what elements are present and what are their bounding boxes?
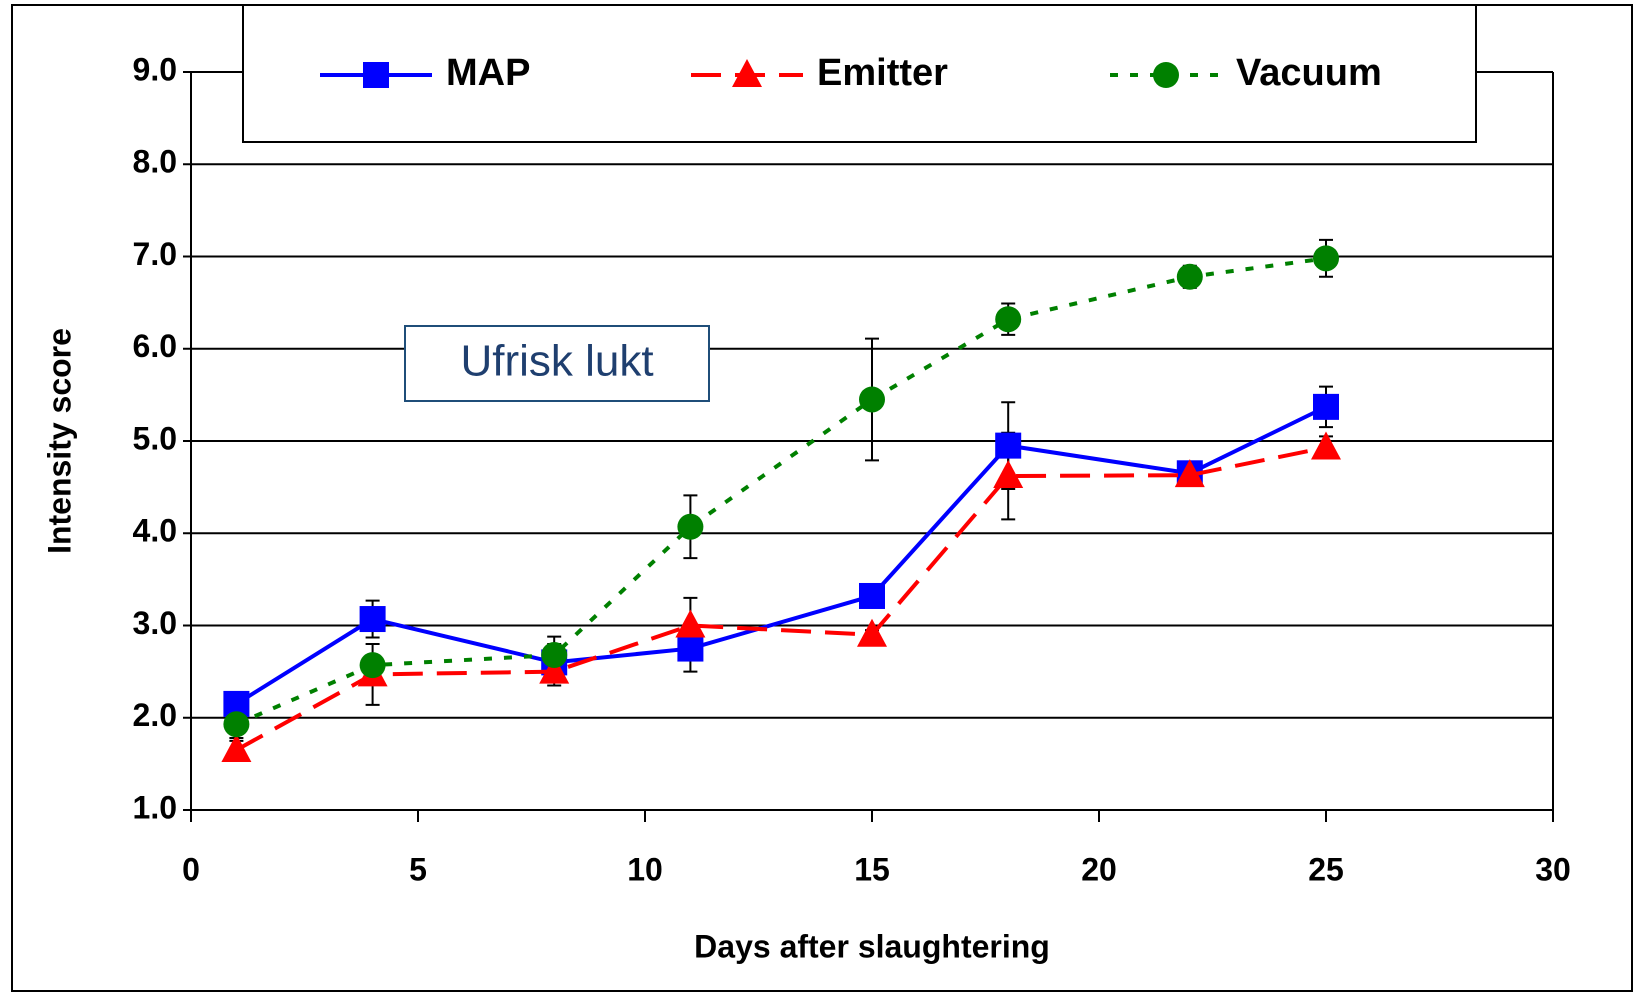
x-axis-label: Days after slaughtering (694, 928, 1050, 964)
legend-item: MAP (320, 52, 530, 94)
data-point (859, 582, 885, 609)
data-point (677, 635, 704, 662)
data-point (1311, 431, 1341, 460)
y-tick-label: 6.0 (133, 328, 177, 364)
data-point (1313, 245, 1339, 272)
y-tick-label: 1.0 (133, 789, 177, 825)
y-tick-label: 2.0 (133, 697, 177, 733)
y-tick-label: 7.0 (133, 236, 177, 272)
legend-marker (1153, 62, 1179, 88)
x-tick-label: 20 (1081, 851, 1117, 887)
y-tick-label: 3.0 (133, 605, 177, 641)
x-tick-label: 15 (854, 851, 890, 887)
legend-box (242, 4, 1477, 143)
data-point (1174, 459, 1205, 488)
data-point (993, 460, 1024, 489)
data-point (857, 618, 887, 647)
legend-label: MAP (446, 52, 530, 94)
x-tick-label: 25 (1308, 851, 1344, 887)
data-point (675, 609, 706, 638)
data-point (359, 652, 386, 679)
y-tick-label: 4.0 (133, 513, 177, 549)
x-tick-label: 30 (1535, 851, 1571, 887)
annotation-box (404, 325, 710, 402)
data-point (1313, 393, 1339, 420)
y-axis-label: Intensity score (41, 328, 77, 554)
legend-item: Vacuum (1110, 52, 1382, 94)
annotation: Ufrisk lukt (460, 337, 653, 386)
legend-label: Vacuum (1236, 52, 1382, 94)
legend-marker (363, 62, 389, 88)
data-point (541, 642, 568, 669)
series-line (235, 445, 1327, 752)
series-line (235, 405, 1327, 706)
data-point (223, 711, 250, 738)
x-tick-label: 0 (182, 851, 200, 887)
data-point (1176, 263, 1203, 290)
y-tick-label: 5.0 (133, 420, 177, 456)
data-point (221, 734, 252, 763)
data-point (995, 432, 1022, 459)
data-point (677, 513, 704, 540)
legend-item: Emitter (691, 52, 948, 94)
x-tick-label: 5 (409, 851, 427, 887)
y-tick-label: 8.0 (133, 144, 177, 180)
legend-marker (732, 59, 762, 87)
y-tick-label: 9.0 (133, 51, 177, 87)
data-point (539, 655, 570, 684)
data-point (859, 386, 885, 413)
legend-label: Emitter (817, 52, 948, 94)
data-point (995, 306, 1022, 333)
chart-border (11, 4, 1633, 992)
data-point (359, 606, 386, 633)
x-tick-label: 10 (627, 851, 663, 887)
